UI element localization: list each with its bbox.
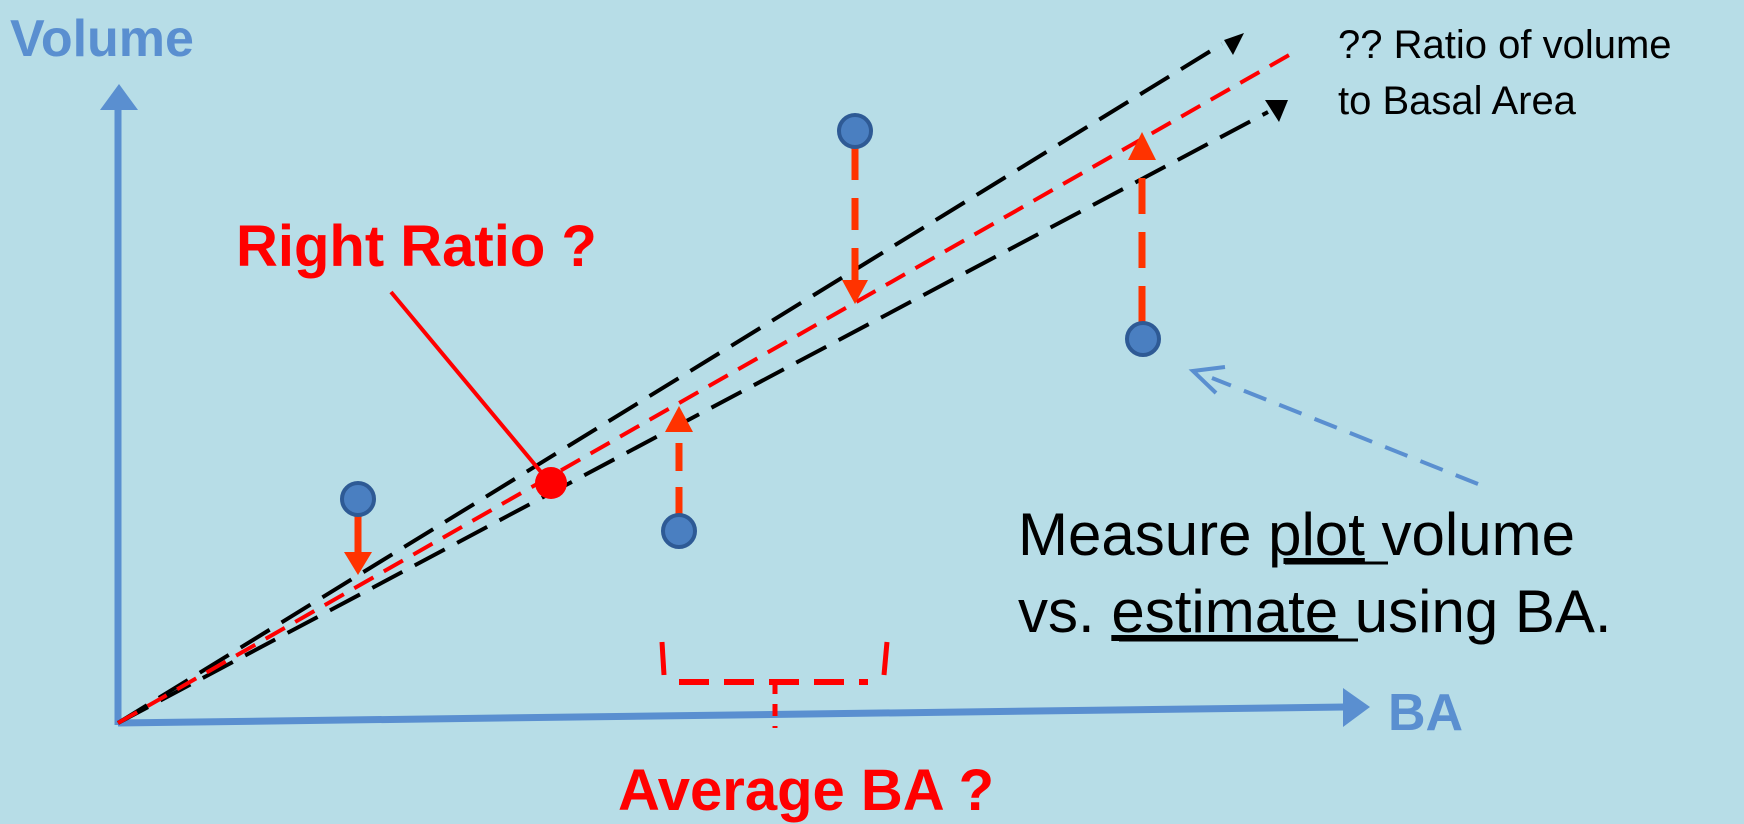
measure-pointer-arrow bbox=[1211, 376, 1479, 486]
residual-arrowhead-2 bbox=[665, 406, 693, 432]
lower-bound-arrowhead bbox=[1265, 100, 1288, 122]
ratio-line bbox=[117, 48, 1299, 725]
residual-arrowhead-3 bbox=[842, 280, 868, 304]
plot-point bbox=[1125, 321, 1161, 357]
residual-arrowhead-4 bbox=[1128, 132, 1156, 160]
average-ba-bracket bbox=[659, 641, 890, 728]
plot-point bbox=[661, 513, 697, 549]
mean-point bbox=[535, 467, 567, 499]
x-axis-label: BA bbox=[1388, 684, 1463, 742]
residual-arrows bbox=[344, 132, 1156, 575]
plot-points bbox=[340, 113, 1161, 549]
right-ratio-label: Right Ratio ? bbox=[236, 214, 597, 279]
x-axis bbox=[117, 703, 1346, 727]
plot-point bbox=[837, 113, 873, 149]
plot-point bbox=[340, 481, 376, 517]
upper-bound-line bbox=[116, 42, 1224, 725]
x-axis-arrowhead bbox=[1343, 688, 1370, 727]
lower-bound-line bbox=[117, 110, 1269, 725]
y-axis-label: Volume bbox=[10, 10, 194, 68]
average-ba-label: Average BA ? bbox=[618, 758, 994, 823]
right-ratio-pointer bbox=[389, 290, 543, 474]
measure-text-line1: Measure plot volume bbox=[1018, 501, 1575, 568]
measure-text-line2: vs. estimate using BA. bbox=[1018, 578, 1612, 645]
residual-arrowhead-1 bbox=[344, 552, 372, 575]
axes bbox=[100, 84, 1370, 727]
bound-lines bbox=[116, 33, 1288, 725]
ratio-note-line1: ?? Ratio of volume bbox=[1338, 23, 1672, 67]
ratio-note-line2: to Basal Area bbox=[1338, 79, 1577, 123]
measure-pointer-arrowhead bbox=[1188, 365, 1226, 395]
y-axis-arrowhead bbox=[100, 84, 138, 110]
upper-bound-arrowhead bbox=[1224, 33, 1244, 55]
